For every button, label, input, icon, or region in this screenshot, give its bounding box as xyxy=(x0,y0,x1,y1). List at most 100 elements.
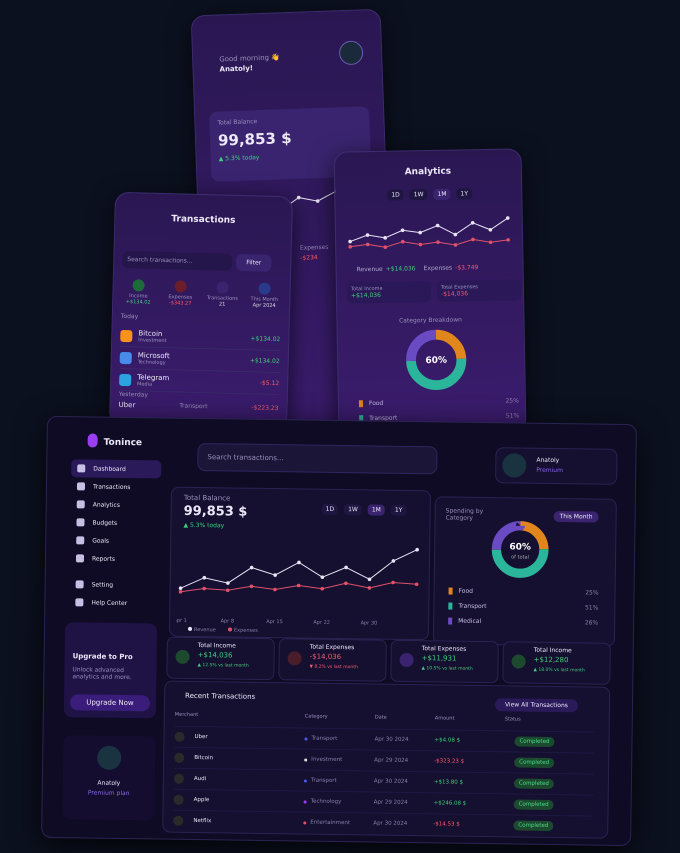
legend-label: Expenses xyxy=(234,628,258,634)
donut-segment xyxy=(406,329,467,391)
legend-label: Expenses xyxy=(423,264,453,273)
date: Apr 30 2024 xyxy=(374,736,409,743)
tab[interactable]: 1W xyxy=(344,504,362,516)
point xyxy=(348,239,352,244)
nav-item[interactable]: Goals xyxy=(70,531,160,550)
stat-card: Total Income +$12,280 ▲ 18.0% vs last mont… xyxy=(502,641,611,685)
merchant: Audi xyxy=(193,775,207,783)
nav-item[interactable]: Reports xyxy=(70,549,160,568)
stat-label: Total Expenses xyxy=(309,643,355,652)
period[interactable]: This Month xyxy=(553,510,599,523)
change: ▲ 5.3% today xyxy=(183,521,225,530)
category-dot xyxy=(303,821,307,825)
upgrade-title: Upgrade to Pro xyxy=(72,652,133,662)
tabs: 1D 1W 1M 1Y xyxy=(321,503,407,516)
nav-label: Help Center xyxy=(91,599,128,607)
stat-card: Total Expenses -$14,036 xyxy=(436,279,522,302)
status: Completed xyxy=(513,799,554,811)
tab[interactable]: 1D xyxy=(387,189,404,201)
point xyxy=(273,573,277,577)
point xyxy=(414,582,419,587)
item-icon xyxy=(119,351,132,364)
category-pct: 26% xyxy=(584,619,599,627)
point xyxy=(202,586,206,591)
nav-item[interactable]: Dashboard xyxy=(71,459,162,479)
category-row: Medical 26% xyxy=(448,617,599,627)
date: Apr 30 2024 xyxy=(373,778,408,785)
section-today: Today xyxy=(120,312,139,321)
legend-label: Revenue xyxy=(194,627,216,633)
x-label: Apr 15 xyxy=(266,619,283,625)
search[interactable]: Search transactions... xyxy=(197,443,438,475)
header-user[interactable]: Anatoly Premium xyxy=(495,447,618,485)
title: Transactions xyxy=(171,214,236,226)
merchant-cell: Uber xyxy=(174,731,304,744)
merchant-cell: Bitcoin xyxy=(174,752,304,765)
point xyxy=(225,588,230,593)
user-name: Anatoly xyxy=(536,456,560,465)
donut-segment xyxy=(491,521,549,578)
balance-label: Total Balance xyxy=(183,493,231,503)
nav-item[interactable]: Transactions xyxy=(71,477,161,496)
upgrade-card: Upgrade to Pro Unlock advanced analytics… xyxy=(63,622,158,719)
nav-label: Transactions xyxy=(92,483,131,491)
stat-value: +$14,036 xyxy=(197,651,233,660)
stat-value: +$134.02 xyxy=(125,299,151,306)
tab[interactable]: 1M xyxy=(433,188,451,200)
balance: 99,853 $ xyxy=(183,503,248,520)
tab[interactable]: 1Y xyxy=(456,188,473,200)
tab[interactable]: 1W xyxy=(409,189,428,201)
items: Bitcoin Investment +$134.02 Microsoft Techno… xyxy=(118,324,281,396)
stat-change: ▲ 18.0% vs last month xyxy=(533,667,585,674)
category-name: Medical xyxy=(448,617,482,625)
point xyxy=(320,575,325,580)
user-name: Anatoly! xyxy=(219,64,254,74)
phone-transactions: Transactions Search transactions... Filt… xyxy=(108,191,294,431)
item-icon xyxy=(120,329,133,342)
stat-value: 21 xyxy=(218,301,226,308)
tab[interactable]: 1D xyxy=(321,503,339,515)
merchant-icon xyxy=(174,731,185,742)
x-label: Apr 8 xyxy=(221,618,235,624)
expenses-label: Expenses xyxy=(299,243,329,252)
point xyxy=(178,586,183,590)
table-row[interactable]: Netflix Entertainment Apr 30 2024 -$14.53 $… xyxy=(173,809,594,837)
tab[interactable]: 1M xyxy=(367,504,385,516)
legend: Revenue +$14,036 Expenses -$3,749 xyxy=(357,264,479,273)
avatar[interactable] xyxy=(338,40,364,66)
balance-label: Total Balance xyxy=(217,118,258,127)
stat-change: ▲ 12.5% vs last month xyxy=(197,663,249,669)
item[interactable]: Uber Transport -$223.23 xyxy=(118,401,278,413)
donut-segment xyxy=(406,329,467,391)
search[interactable]: Search transactions... xyxy=(122,250,233,271)
nav-item[interactable]: Setting xyxy=(70,575,160,594)
category-name: Food xyxy=(358,399,384,408)
nav-item[interactable]: Analytics xyxy=(71,495,161,514)
tab[interactable]: 1Y xyxy=(390,504,407,516)
nav: Dashboard Transactions Analytics Budgets Goa… xyxy=(69,459,162,612)
analytics-chart xyxy=(348,216,510,250)
amount: +$13.80 $ xyxy=(433,779,464,786)
amount: +$246.08 $ xyxy=(433,800,467,807)
stat-change: ▲ 10.5% vs last month xyxy=(421,666,473,672)
table: Merchant Category Date Amount Status Uber Tran… xyxy=(173,712,595,837)
view-all[interactable]: View All Transactions xyxy=(494,698,579,713)
header-cell: Date xyxy=(374,714,387,721)
line xyxy=(349,217,509,243)
section-yesterday: Yesterday xyxy=(118,390,149,399)
point xyxy=(367,586,372,590)
filter-button[interactable]: Filter xyxy=(236,253,272,272)
nav-item[interactable]: Budgets xyxy=(70,513,160,532)
merchant: Uber xyxy=(194,733,208,741)
merchant-icon xyxy=(173,815,184,826)
point xyxy=(365,233,370,237)
nav-label: Reports xyxy=(91,555,116,563)
stat-value: -$14,036 xyxy=(309,652,342,662)
date: Apr 30 2024 xyxy=(373,820,408,827)
stat-value: Apr 2024 xyxy=(252,302,276,309)
item-icon xyxy=(119,373,132,386)
legend-dot xyxy=(228,627,233,632)
nav-item[interactable]: Help Center xyxy=(69,593,159,612)
upgrade-button[interactable]: Upgrade Now xyxy=(69,694,151,712)
